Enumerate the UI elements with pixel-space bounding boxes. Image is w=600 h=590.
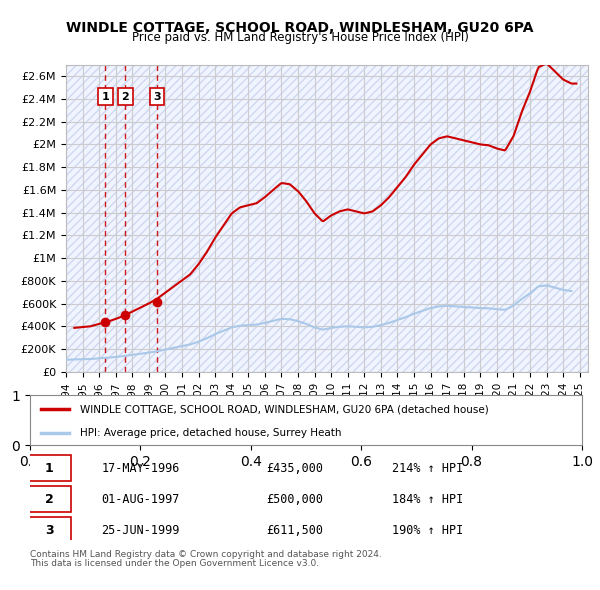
Text: Price paid vs. HM Land Registry's House Price Index (HPI): Price paid vs. HM Land Registry's House …	[131, 31, 469, 44]
Text: 25-JUN-1999: 25-JUN-1999	[101, 524, 179, 537]
Text: £500,000: £500,000	[266, 493, 323, 506]
Text: 1: 1	[45, 462, 53, 475]
Text: £611,500: £611,500	[266, 524, 323, 537]
Text: HPI: Average price, detached house, Surrey Heath: HPI: Average price, detached house, Surr…	[80, 428, 341, 438]
Text: 3: 3	[45, 524, 53, 537]
Text: 3: 3	[153, 91, 161, 101]
Text: 184% ↑ HPI: 184% ↑ HPI	[392, 493, 463, 506]
FancyBboxPatch shape	[27, 486, 71, 512]
FancyBboxPatch shape	[27, 517, 71, 543]
Text: 190% ↑ HPI: 190% ↑ HPI	[392, 524, 463, 537]
Text: WINDLE COTTAGE, SCHOOL ROAD, WINDLESHAM, GU20 6PA: WINDLE COTTAGE, SCHOOL ROAD, WINDLESHAM,…	[66, 21, 534, 35]
Text: 01-AUG-1997: 01-AUG-1997	[101, 493, 179, 506]
Text: 2: 2	[45, 493, 53, 506]
Text: 214% ↑ HPI: 214% ↑ HPI	[392, 462, 463, 475]
Text: This data is licensed under the Open Government Licence v3.0.: This data is licensed under the Open Gov…	[30, 559, 319, 568]
Text: 2: 2	[121, 91, 129, 101]
Text: Contains HM Land Registry data © Crown copyright and database right 2024.: Contains HM Land Registry data © Crown c…	[30, 550, 382, 559]
Text: 1: 1	[101, 91, 109, 101]
FancyBboxPatch shape	[27, 455, 71, 481]
Text: 17-MAY-1996: 17-MAY-1996	[101, 462, 179, 475]
Text: £435,000: £435,000	[266, 462, 323, 475]
Text: WINDLE COTTAGE, SCHOOL ROAD, WINDLESHAM, GU20 6PA (detached house): WINDLE COTTAGE, SCHOOL ROAD, WINDLESHAM,…	[80, 404, 488, 414]
